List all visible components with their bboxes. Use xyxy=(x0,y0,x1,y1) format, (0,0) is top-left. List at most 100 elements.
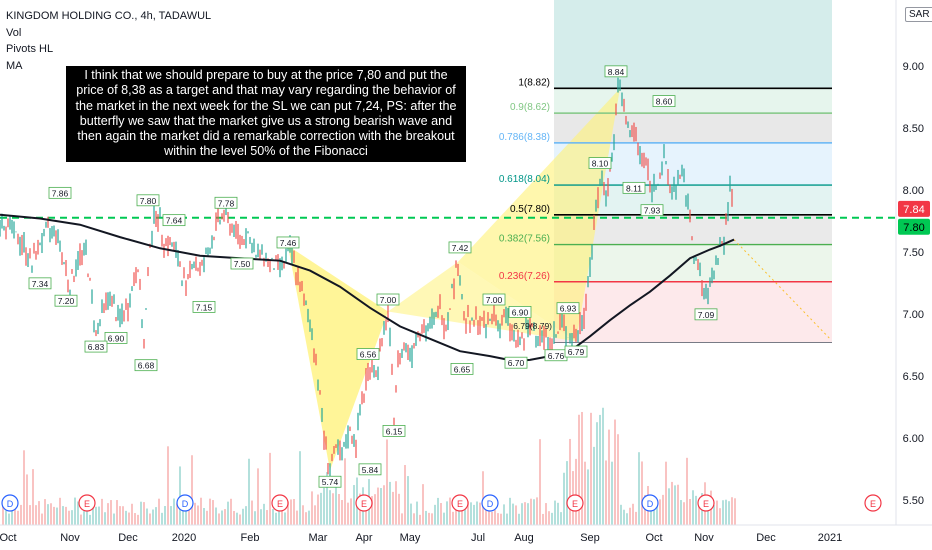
volume-bar xyxy=(437,497,439,525)
fib-label-2: 0.786(8.38) xyxy=(499,132,550,143)
event-marker-d xyxy=(176,494,194,512)
pivot-label-box xyxy=(136,194,160,207)
volume-bar xyxy=(674,485,676,525)
volume-bar xyxy=(659,499,661,525)
indicator-vol[interactable]: Vol xyxy=(6,26,22,39)
volume-bar xyxy=(227,501,229,525)
volume-bar xyxy=(320,492,322,525)
volume-bar xyxy=(53,506,55,525)
volume-bar xyxy=(146,508,148,525)
volume-bar xyxy=(578,414,580,525)
y-tick-label: 9.00 xyxy=(903,61,924,73)
volume-bar xyxy=(92,507,94,525)
volume-bar xyxy=(26,474,28,525)
x-tick-label: Feb xyxy=(241,532,260,544)
volume-bar xyxy=(56,507,58,525)
volume-bar xyxy=(128,512,130,525)
pivot-label-high: 7.00 xyxy=(482,293,506,306)
pivot-label-high: 7.80 xyxy=(136,194,160,207)
volume-bar xyxy=(347,502,349,525)
volume-bar xyxy=(521,503,523,525)
pivot-label-high: 7.86 xyxy=(48,186,72,199)
pivot-label-box xyxy=(694,308,718,321)
volume-bar xyxy=(179,466,181,525)
pivot-label-text: 6.90 xyxy=(108,333,125,343)
analysis-note: I think that we should prepare to buy at… xyxy=(66,66,466,162)
volume-bar xyxy=(353,485,355,525)
volume-bar xyxy=(485,507,487,525)
volume-bar xyxy=(698,503,700,525)
fib-label-3: 0.618(8.04) xyxy=(499,174,550,185)
volume-bar xyxy=(29,505,31,525)
event-marker-label: E xyxy=(277,499,283,509)
volume-bar xyxy=(41,513,43,525)
currency-button[interactable]: SAR xyxy=(905,7,932,22)
pivot-label-box xyxy=(564,345,588,358)
volume-bar xyxy=(455,500,457,525)
symbol-title[interactable]: KINGDOM HOLDING CO., 4h, TADAWUL xyxy=(6,10,212,22)
pivot-label-text: 8.60 xyxy=(656,97,673,107)
event-marker-e xyxy=(697,494,715,512)
pivot-label-high: 7.00 xyxy=(376,293,400,306)
volume-bar xyxy=(470,502,472,525)
x-tick-label: 2020 xyxy=(172,532,196,544)
volume-bar xyxy=(443,512,445,525)
volume-bar xyxy=(623,509,625,525)
alert-price-label: 7.80 xyxy=(903,222,924,234)
volume-bar xyxy=(719,508,721,525)
volume-bar xyxy=(602,407,604,525)
volume-bar xyxy=(611,461,613,525)
pivot-label-box xyxy=(28,277,52,290)
indicator-pivots[interactable]: Pivots HL xyxy=(6,43,54,55)
projection-line xyxy=(733,239,831,340)
volume-bar xyxy=(194,502,196,525)
pivot-label-box xyxy=(134,359,158,372)
pivot-label-text: 6.83 xyxy=(88,342,105,352)
pivot-label-text: 7.64 xyxy=(166,216,183,226)
pivot-label-text: 8.10 xyxy=(592,159,609,169)
volume-bar xyxy=(257,468,259,525)
volume-bar xyxy=(284,512,286,525)
volume-bar xyxy=(692,490,694,525)
event-marker-label: D xyxy=(7,499,14,509)
x-tick-label: Aug xyxy=(514,532,534,544)
pivot-label-high: 7.46 xyxy=(276,236,300,249)
volume-bar xyxy=(410,503,412,525)
event-marker-label: E xyxy=(84,499,90,509)
x-tick-label: Dec xyxy=(118,532,138,544)
volume-bar xyxy=(245,506,247,525)
volume-bar xyxy=(677,484,679,525)
volume-bar xyxy=(587,469,589,525)
pivot-label-box xyxy=(376,293,400,306)
volume-bar xyxy=(407,476,409,525)
event-marker-e xyxy=(271,494,289,512)
volume-bar xyxy=(8,513,10,525)
volume-bar xyxy=(95,506,97,525)
volume-bar xyxy=(560,512,562,525)
pivot-label-low: 6.15 xyxy=(382,424,406,437)
indicator-ma[interactable]: MA xyxy=(6,59,23,72)
fib-zone-1 xyxy=(554,88,832,114)
fib-label-6: 0.236(7.26) xyxy=(499,271,550,282)
volume-bar xyxy=(683,502,685,525)
volume-bar xyxy=(275,512,277,525)
fib-label-5: 0.382(7.56) xyxy=(499,234,550,245)
x-tick-label: 2021 xyxy=(818,532,842,544)
volume-bar xyxy=(59,497,61,525)
volume-bar xyxy=(650,502,652,525)
volume-bar xyxy=(656,500,658,525)
pivot-label-box xyxy=(192,300,216,313)
volume-bar xyxy=(452,511,454,525)
volume-bar xyxy=(248,458,250,525)
pivot-label-text: 7.86 xyxy=(52,188,69,198)
volume-bar xyxy=(731,497,733,525)
event-marker-d xyxy=(481,494,499,512)
event-marker-e xyxy=(78,494,96,512)
volume-bar xyxy=(332,493,334,525)
volume-bar xyxy=(221,510,223,525)
pivot-label-text: 7.15 xyxy=(196,302,213,312)
pivot-label-low: 8.11 xyxy=(622,181,646,194)
volume-bar xyxy=(464,509,466,525)
pivot-label-low: 5.84 xyxy=(358,463,382,476)
